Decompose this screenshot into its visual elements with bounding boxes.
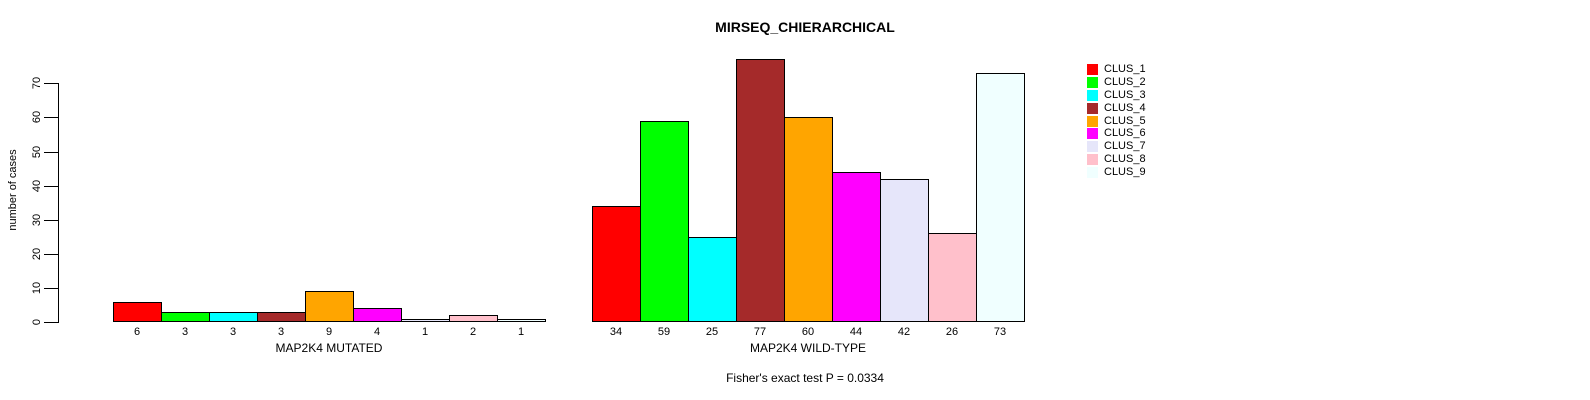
y-axis-label: number of cases xyxy=(7,149,19,231)
bar-clus_1-group2 xyxy=(592,206,641,322)
legend-row: CLUS_1 xyxy=(1087,63,1146,76)
y-tick-label: 30 xyxy=(31,213,43,226)
legend-swatch-clus_8 xyxy=(1087,154,1098,166)
group-label-1: MAP2K4 MUTATED xyxy=(275,341,383,355)
bar-value-label: 3 xyxy=(181,326,189,338)
legend-swatch-clus_2 xyxy=(1087,76,1098,88)
fisher-test-annotation: Fisher's exact test P = 0.0334 xyxy=(726,371,884,385)
bar-clus_9-group1 xyxy=(497,319,546,322)
bar-value-label: 59 xyxy=(657,326,671,338)
bar-clus_4-group2 xyxy=(736,59,785,322)
bar-clus_9-group2 xyxy=(976,73,1025,322)
y-tick xyxy=(44,117,58,119)
bar-clus_8-group2 xyxy=(928,233,977,322)
y-tick xyxy=(44,185,58,187)
chart-title: MIRSEQ_CHIERARCHICAL xyxy=(715,19,895,35)
bar-clus_6-group1 xyxy=(353,308,402,322)
bar-value-label: 3 xyxy=(229,326,237,338)
y-tick-label: 50 xyxy=(31,145,43,158)
y-axis-line xyxy=(58,83,59,323)
y-tick xyxy=(44,322,58,323)
legend-label: CLUS_5 xyxy=(1104,114,1146,127)
legend-row: CLUS_2 xyxy=(1087,76,1146,89)
bar-value-label: 1 xyxy=(421,326,429,338)
legend-label: CLUS_7 xyxy=(1104,140,1146,153)
legend-row: CLUS_6 xyxy=(1087,127,1146,140)
legend-swatch-clus_7 xyxy=(1087,141,1098,153)
group-label-2: MAP2K4 WILD-TYPE xyxy=(749,341,867,355)
bar-clus_2-group2 xyxy=(640,121,689,322)
legend-swatch-clus_5 xyxy=(1087,115,1098,127)
bar-value-label: 42 xyxy=(897,326,911,338)
y-tick-label: 20 xyxy=(31,247,43,260)
legend-label: CLUS_2 xyxy=(1104,75,1146,88)
legend-label: CLUS_4 xyxy=(1104,101,1146,114)
legend-row: CLUS_3 xyxy=(1087,89,1146,102)
bar-value-label: 2 xyxy=(469,326,477,338)
bar-value-label: 4 xyxy=(373,326,381,338)
bar-clus_7-group1 xyxy=(401,319,450,322)
y-tick-label: 40 xyxy=(31,179,43,192)
bar-clus_4-group1 xyxy=(257,312,306,322)
bar-value-label: 44 xyxy=(849,326,863,338)
y-tick xyxy=(44,287,58,289)
bar-clus_5-group1 xyxy=(305,291,354,322)
y-tick xyxy=(44,83,58,85)
bar-value-label: 60 xyxy=(801,326,815,338)
bar-value-label: 3 xyxy=(277,326,285,338)
legend-label: CLUS_6 xyxy=(1104,127,1146,140)
legend-swatch-clus_1 xyxy=(1087,63,1098,75)
legend-swatch-clus_9 xyxy=(1087,167,1098,179)
bar-value-label: 73 xyxy=(993,326,1007,338)
legend-swatch-clus_4 xyxy=(1087,102,1098,114)
bar-value-label: 1 xyxy=(517,326,525,338)
y-tick-label: 0 xyxy=(31,318,43,326)
y-tick-label: 10 xyxy=(31,281,43,295)
legend-row: CLUS_9 xyxy=(1087,166,1146,179)
legend-row: CLUS_8 xyxy=(1087,153,1146,166)
bar-value-label: 9 xyxy=(325,326,333,338)
bar-clus_3-group2 xyxy=(688,237,737,322)
bar-clus_7-group2 xyxy=(880,179,929,322)
legend-label: CLUS_8 xyxy=(1104,153,1146,166)
y-tick xyxy=(44,151,58,153)
y-tick-label: 70 xyxy=(31,77,43,90)
bar-clus_6-group2 xyxy=(832,172,881,322)
bar-clus_2-group1 xyxy=(161,312,210,322)
legend-swatch-clus_6 xyxy=(1087,128,1098,140)
bar-clus_8-group1 xyxy=(449,315,498,322)
legend-swatch-clus_3 xyxy=(1087,89,1098,101)
legend-label: CLUS_9 xyxy=(1104,166,1146,179)
y-tick-label: 60 xyxy=(31,111,43,124)
bar-value-label: 77 xyxy=(753,326,767,338)
bar-clus_5-group2 xyxy=(784,117,833,322)
legend-row: CLUS_4 xyxy=(1087,102,1146,115)
legend-row: CLUS_7 xyxy=(1087,140,1146,153)
y-tick xyxy=(44,219,58,221)
legend-label: CLUS_1 xyxy=(1104,62,1146,75)
bar-value-label: 6 xyxy=(133,326,141,338)
legend: CLUS_1 CLUS_2 CLUS_3 CLUS_4 CLUS_5 CLUS_6 CLUS… xyxy=(1087,63,1146,179)
y-tick xyxy=(44,253,58,255)
bar-clus_3-group1 xyxy=(209,312,258,322)
legend-row: CLUS_5 xyxy=(1087,115,1146,128)
legend-label: CLUS_3 xyxy=(1104,88,1146,101)
bar-value-label: 26 xyxy=(945,326,959,338)
bar-clus_1-group1 xyxy=(113,302,162,322)
bar-value-label: 34 xyxy=(609,326,623,338)
bar-value-label: 25 xyxy=(705,326,719,338)
